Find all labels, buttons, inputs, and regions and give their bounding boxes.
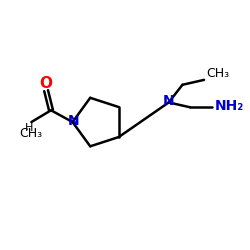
Text: O: O [40,76,52,91]
Text: H: H [25,123,34,133]
Text: CH₃: CH₃ [19,127,42,140]
Text: N: N [68,114,80,128]
Text: NH₂: NH₂ [215,99,244,113]
Text: N: N [163,94,174,108]
Text: CH₃: CH₃ [206,66,229,80]
